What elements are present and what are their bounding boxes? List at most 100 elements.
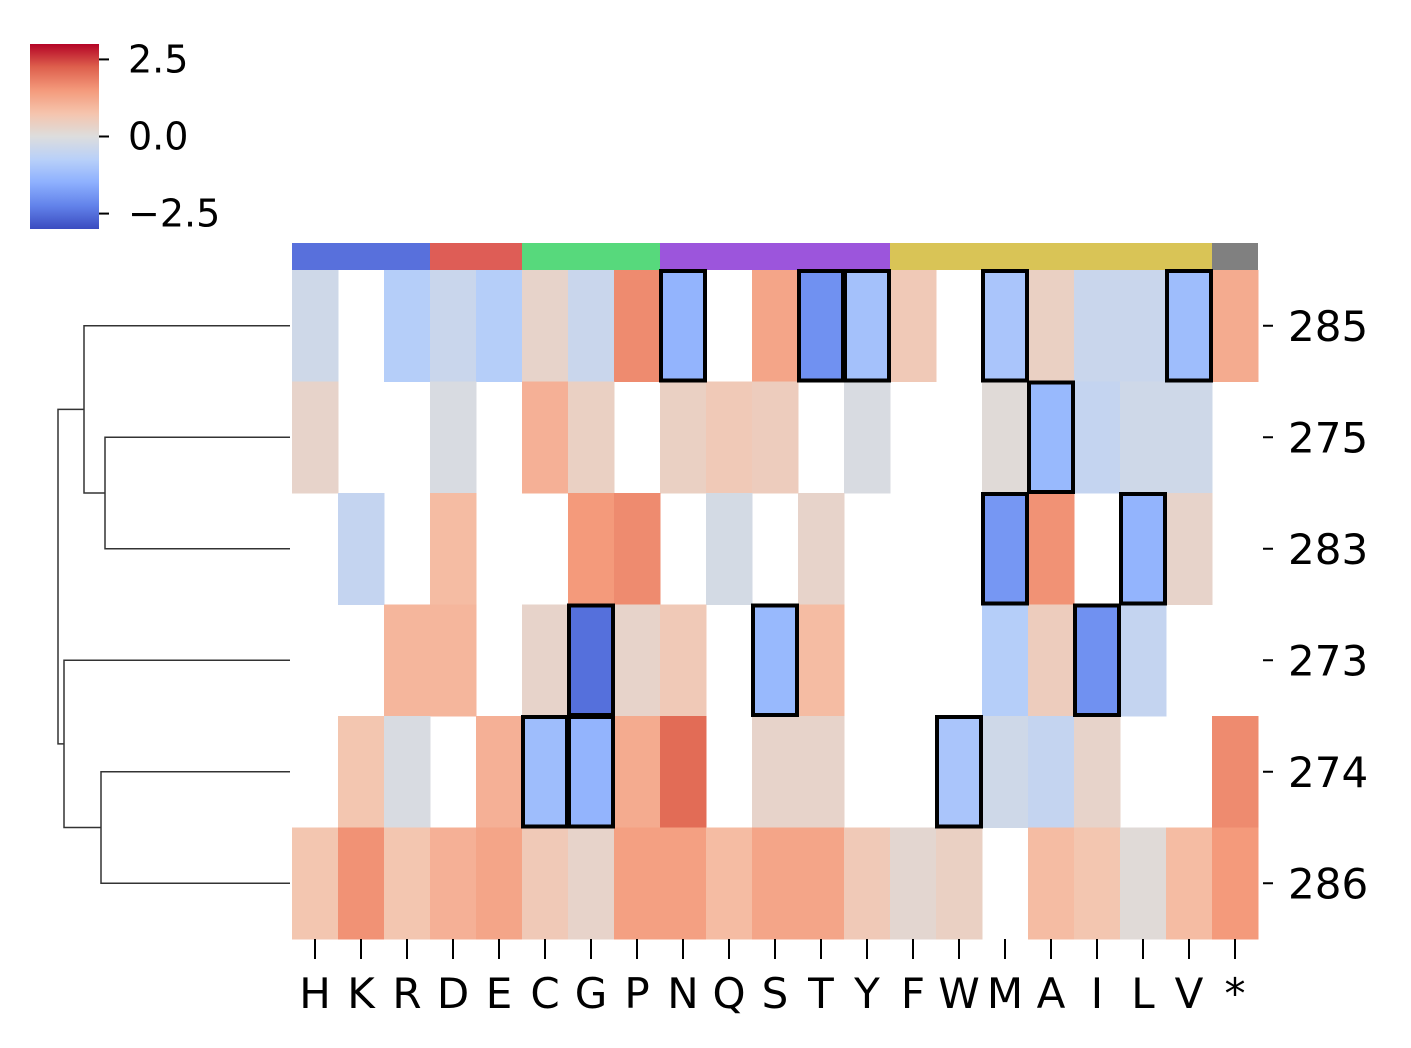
x-tick-label: S <box>762 969 789 1018</box>
heatmap-cell <box>430 604 477 717</box>
heatmap-cell <box>1212 270 1259 382</box>
highlight-box <box>1119 492 1167 606</box>
row-dendrogram <box>57 325 290 884</box>
heatmap-cell <box>568 827 615 940</box>
heatmap-cell <box>522 604 569 717</box>
heatmap-cell <box>1074 827 1121 940</box>
heatmap-cell <box>1028 270 1075 382</box>
heatmap-cell <box>752 716 799 828</box>
heatmap-cell <box>476 827 523 940</box>
column-group-segment <box>1212 243 1258 270</box>
x-tick-label: P <box>624 969 649 1018</box>
heatmap-cell <box>752 604 799 717</box>
dendrogram-link <box>63 659 290 829</box>
x-tick-label: I <box>1091 969 1103 1018</box>
x-tick-label: E <box>486 969 513 1018</box>
heatmap-cell <box>568 604 615 717</box>
heatmap-cell <box>476 716 523 828</box>
heatmap-cell <box>384 716 431 828</box>
heatmap-cell <box>1028 604 1075 717</box>
heatmap-cell <box>430 493 477 605</box>
colorbar-tick-label: −2.5 <box>128 192 220 236</box>
highlight-box <box>981 492 1029 606</box>
heatmap-cell <box>568 716 615 828</box>
x-tick-label: V <box>1175 969 1204 1018</box>
column-group-segment <box>522 243 660 270</box>
heatmap-cell <box>614 493 661 605</box>
heatmap-cell <box>982 493 1029 605</box>
heatmap-cell <box>338 493 385 605</box>
heatmap-cell <box>1120 381 1167 494</box>
heatmap-cell <box>1120 827 1167 940</box>
colorbar-tick-label: 0.0 <box>128 115 188 159</box>
x-tick-label: C <box>530 969 559 1018</box>
heatmap-cell <box>660 827 707 940</box>
heatmap-cell <box>936 716 983 828</box>
heatmap-cell <box>384 827 431 940</box>
heatmap-cell <box>1166 827 1213 940</box>
heatmap-cell <box>1028 381 1075 494</box>
column-group-segment <box>660 243 890 270</box>
highlight-boxes <box>521 269 1213 829</box>
highlight-box <box>1027 380 1075 494</box>
heatmap-cell <box>1120 604 1167 717</box>
heatmap-cell <box>1120 493 1167 605</box>
heatmap-cell <box>614 270 661 382</box>
heatmap-cell <box>936 827 983 940</box>
heatmap-cell <box>752 270 799 382</box>
x-tick-label: M <box>987 969 1023 1018</box>
heatmap-cell <box>1166 381 1213 494</box>
heatmap-cell <box>660 716 707 828</box>
y-axis: 285 275 283 273 274 286 <box>1263 302 1368 908</box>
heatmap-cell <box>982 381 1029 494</box>
heatmap-cell <box>1028 827 1075 940</box>
heatmap-cell <box>1074 604 1121 717</box>
heatmap-cell <box>706 381 753 494</box>
heatmap-cell <box>890 827 937 940</box>
x-tick-label: Y <box>853 969 880 1018</box>
heatmap-cells <box>292 270 1259 940</box>
heatmap-cell <box>706 493 753 605</box>
heatmap-cell <box>982 604 1029 717</box>
x-tick-label: H <box>299 969 331 1018</box>
x-tick-label: L <box>1131 969 1155 1018</box>
heatmap-cell <box>522 270 569 382</box>
heatmap-cell <box>982 716 1029 828</box>
x-tick-label: W <box>938 969 980 1018</box>
y-tick-label: 274 <box>1288 748 1368 797</box>
heatmap-cell <box>384 604 431 717</box>
heatmap-cell <box>1028 716 1075 828</box>
dendrogram-link <box>100 771 290 884</box>
heatmap-cell <box>430 270 477 382</box>
x-tick-label: N <box>667 969 698 1018</box>
heatmap-cell <box>568 270 615 382</box>
heatmap-cell <box>798 827 845 940</box>
colorbar: 2.5 0.0 −2.5 <box>30 37 220 236</box>
heatmap-cell <box>890 270 937 382</box>
heatmap-cell <box>706 827 753 940</box>
x-axis: H K R D E C G P N Q S T Y F W M A I L V * <box>299 939 1246 1018</box>
colorbar-tick-label: 2.5 <box>128 37 188 81</box>
heatmap-cell <box>844 827 891 940</box>
dendrogram-link <box>57 408 84 745</box>
heatmap-cell <box>430 381 477 494</box>
heatmap-cell <box>1166 493 1213 605</box>
x-tick-label: R <box>392 969 421 1018</box>
heatmap-cell <box>752 827 799 940</box>
heatmap-cell <box>844 381 891 494</box>
highlight-box <box>1073 603 1121 717</box>
heatmap-cell <box>614 716 661 828</box>
heatmap-cell <box>798 270 845 382</box>
highlight-box <box>935 715 983 829</box>
y-tick-label: 286 <box>1288 859 1368 908</box>
heatmap-cell <box>1028 493 1075 605</box>
y-tick-label: 273 <box>1288 636 1368 685</box>
heatmap-cell <box>384 270 431 382</box>
heatmap-cell <box>1166 270 1213 382</box>
y-tick-label: 275 <box>1288 413 1368 462</box>
heatmap-cell <box>292 381 339 494</box>
heatmap-cell <box>660 604 707 717</box>
heatmap-cell <box>752 381 799 494</box>
